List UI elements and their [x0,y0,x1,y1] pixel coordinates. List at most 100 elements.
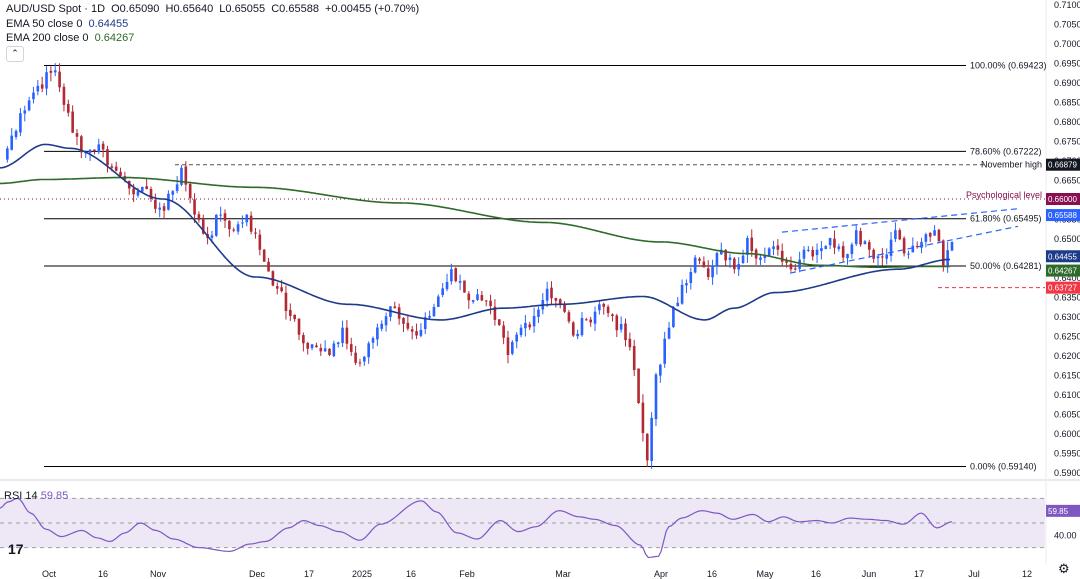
candle-body [154,199,157,209]
change-value: +0.00455 (+0.70%) [325,3,420,15]
candle-body [515,334,518,342]
candle-body [14,130,18,137]
candle-body [776,245,780,250]
june-low-value: 0.63727 [1048,284,1077,293]
candle-body [889,239,893,256]
candle-body [45,72,48,89]
candle-body [550,287,553,299]
candle-body [833,238,836,248]
candle-body [589,319,592,323]
candle-body [780,250,784,262]
candle-body [519,327,523,336]
candle-body [10,135,14,150]
ema50-line [0,143,950,321]
candle-body [415,331,418,336]
candle-body [663,338,666,364]
candle-body [58,71,61,88]
candle-body [746,238,749,255]
candle-body [580,317,584,336]
low-value: 0.65055 [225,3,266,15]
candle-body [232,229,236,231]
candle-body [907,253,910,255]
candle-body [676,302,680,307]
ema50-badge-text: 0.64455 [1048,252,1077,261]
candle-body [802,249,806,259]
ema200-value: 0.64267 [94,32,135,44]
candle-body [106,149,109,166]
candle-body [310,344,314,349]
candle-body [615,315,619,331]
candle-body [894,230,897,239]
y-tick-label: 0.59000 [1054,468,1080,478]
candle-body [306,343,310,349]
candle-body [497,319,501,325]
ema50-badge [1046,250,1080,263]
candle-body [471,300,475,302]
x-tick-label: Apr [654,569,668,579]
candle-body [524,322,527,329]
candle-body [571,322,575,336]
candle-body [428,316,431,318]
candle-body [93,149,96,152]
candle-body [284,292,288,311]
candle-body [598,304,601,311]
candle-body [715,253,719,267]
candle-body [132,188,135,195]
candle-body [197,214,201,220]
candle-body [49,70,53,73]
candle-body [767,248,771,256]
candle-body [537,309,540,317]
fib-label: 0.00% (0.59140) [970,462,1037,472]
candle-body [563,304,566,312]
candle-body [811,249,815,257]
x-tick-label: 12 [1022,569,1032,579]
tradingview-logo-icon[interactable]: 17 [8,541,24,557]
candle-body [53,70,57,73]
candle-body [236,224,240,232]
x-tick-label: 16 [707,569,717,579]
candle-body [19,113,22,133]
ema50-legend[interactable]: EMA 50 close 0 0.64455 [6,17,128,31]
x-tick-label: Jun [862,569,877,579]
candle-body [441,288,444,296]
candle-body [941,240,945,266]
chevron-up-icon[interactable]: ⌃ [6,46,24,62]
candle-body [902,238,906,254]
gear-icon[interactable]: ⚙ [1058,561,1070,576]
candle-body [706,268,710,277]
candle-body [789,263,793,270]
candle-body [741,255,745,264]
candle-body [345,327,349,344]
ema200-legend[interactable]: EMA 200 close 0 0.64267 [6,31,134,45]
candle-body [628,338,632,348]
candle-body [267,261,270,272]
candle-body [463,280,466,293]
rsi-badge [1046,504,1080,517]
candle-body [602,303,606,307]
candle-body [363,356,366,362]
psychological-label: Psychological level [966,190,1042,200]
close-label: C [271,3,280,15]
candle-body [210,235,214,238]
candle-body [850,244,854,255]
x-tick-label: Oct [42,569,57,579]
candle-body [567,312,571,322]
candle-body [828,238,832,246]
candle-body [289,309,292,316]
candle-body [36,85,40,92]
candle-body [32,92,35,100]
candle-body [215,214,218,236]
candle-body [885,254,889,259]
candle-body [711,265,714,278]
candle-body [371,338,375,343]
candle-body [924,234,928,242]
rsi-legend[interactable]: RSI 14 59.85 [4,489,68,503]
